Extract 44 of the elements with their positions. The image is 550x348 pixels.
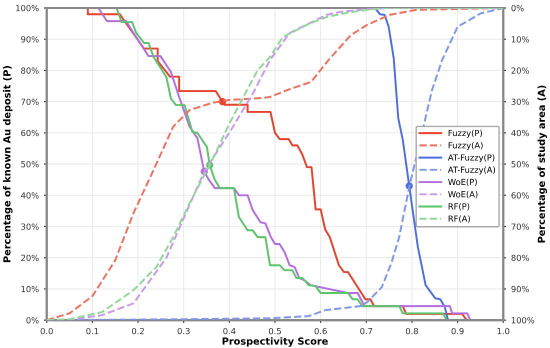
x-tick-label: 0.1 (86, 328, 98, 334)
y2-tick-label: 30% (512, 98, 529, 105)
y2-tick-label: 20% (512, 67, 529, 74)
x-tick-label: 0.8 (406, 328, 418, 334)
y-tick-label: 20% (21, 254, 39, 262)
y-axis-title: Percentage of known Au deposit (P) (3, 66, 13, 262)
x-tick-label: 0.0 (40, 328, 53, 334)
y2-tick-label: 10% (512, 36, 529, 43)
y-tick-label: 30% (21, 223, 39, 230)
x-tick-label: 0.2 (132, 328, 144, 334)
y-tick-label: 60% (21, 130, 39, 136)
y2-tick-label: 40% (511, 130, 529, 136)
y-tick-label: 70% (21, 98, 39, 105)
legend-label: RF(P) (448, 203, 470, 211)
y2-tick-label: 50% (512, 161, 529, 168)
y2-tick-label: 70% (512, 223, 529, 230)
x-tick-label: 0.9 (452, 328, 464, 334)
legend-label: AT-Fuzzy(A) (448, 166, 496, 174)
y2-tick-label: 100% (512, 317, 534, 324)
y2-tick-label: 60% (511, 192, 529, 199)
legend-label: RF(A) (448, 215, 470, 223)
legend-label: WoE(P) (448, 178, 477, 186)
x-tick-label: 0.5 (268, 328, 281, 334)
legend-label: WoE(A) (448, 190, 478, 198)
legend-label: Fuzzy(A) (448, 142, 483, 150)
legend-label: Fuzzy(P) (448, 130, 482, 138)
y-tick-label: 90% (21, 36, 39, 43)
x-tick-label: 0.3 (178, 328, 190, 334)
y2-tick-label: 80% (511, 254, 529, 262)
x-tick-label: 0.7 (360, 328, 372, 334)
x-tick-label: 0.6 (314, 328, 327, 334)
y-tick-label: 10% (22, 286, 39, 292)
y2-tick-label: 90% (511, 286, 529, 292)
y-tick-label: 100% (16, 4, 39, 12)
y-tick-label: 80% (21, 67, 39, 74)
legend-label: AT-Fuzzy(P) (448, 154, 494, 162)
y-tick-label: 40% (20, 192, 39, 199)
y-tick-label: 0% (26, 317, 39, 324)
x-tick-label: 1.0 (498, 328, 510, 334)
x-axis-title: Prospectivity Score (222, 337, 328, 347)
x-tick-label: 0.4 (223, 328, 236, 334)
y2-axis-title: Percentage of study area (A) (537, 86, 547, 242)
y2-tick-label: 0% (511, 4, 524, 12)
y-tick-label: 50% (21, 161, 39, 168)
